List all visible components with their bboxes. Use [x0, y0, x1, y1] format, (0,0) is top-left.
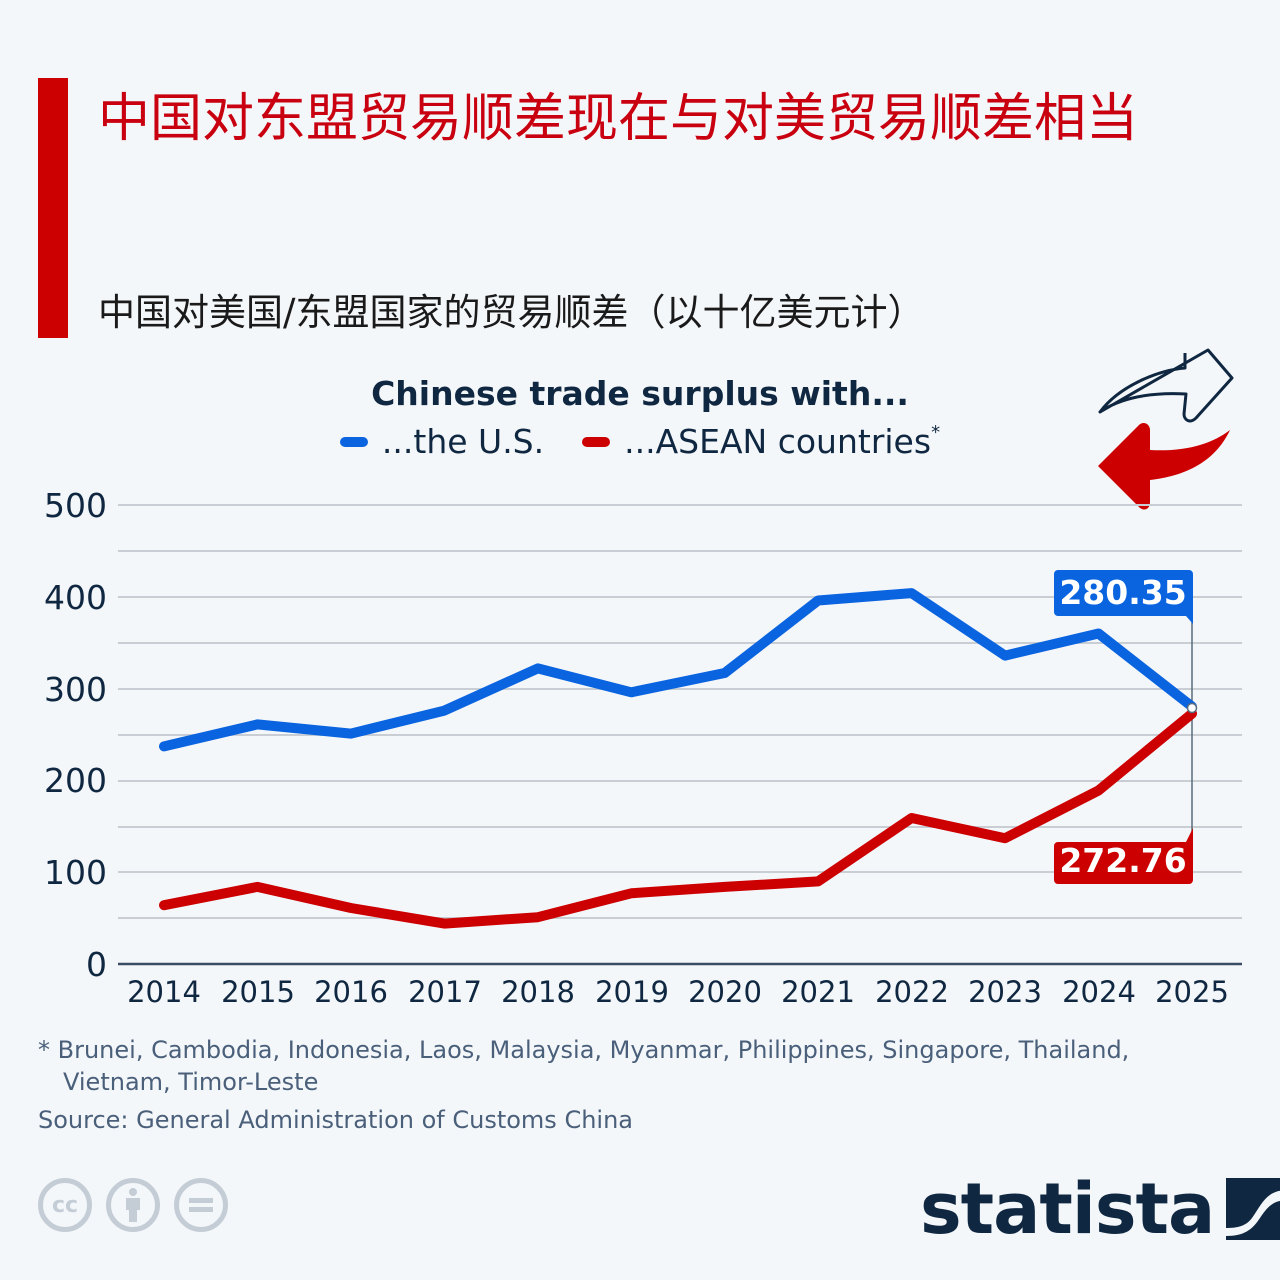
legend-item-us: ...the U.S.: [339, 422, 545, 461]
x-tick: 2020: [688, 975, 762, 1009]
callout-us-value: 280.35: [1059, 573, 1186, 612]
y-axis-labels: 0 100 200 300 400 500: [44, 486, 107, 984]
cc-icon[interactable]: cc: [38, 1178, 92, 1232]
x-tick: 2025: [1155, 975, 1229, 1009]
series-line-us: [159, 588, 1197, 752]
accent-bar: [38, 78, 68, 338]
page-subtitle: 中国对美国/东盟国家的贸易顺差（以十亿美元计）: [98, 291, 925, 334]
y-tick-0: 0: [86, 945, 107, 984]
footnote-line-2: Vietnam, Timor-Leste: [63, 1068, 319, 1096]
trade-arrows-icon: [1098, 348, 1234, 510]
legend-swatch-us: [339, 436, 368, 447]
footnote: * Brunei, Cambodia, Indonesia, Laos, Mal…: [38, 1034, 1178, 1098]
y-tick-500: 500: [44, 486, 107, 525]
legend-swatch-asean: [582, 436, 611, 447]
legend-label-asean: ...ASEAN countries*: [624, 422, 941, 461]
cc-label: cc: [51, 1192, 79, 1218]
callout-us: 280.35: [1054, 570, 1193, 624]
x-tick: 2023: [968, 975, 1042, 1009]
y-tick-300: 300: [44, 670, 107, 709]
series-line-asean: [159, 708, 1197, 929]
x-axis-labels: 2014 2015 2016 2017 2018 2019 2020 2021 …: [127, 975, 1229, 1009]
endpoint-marker: [1186, 702, 1198, 714]
chart-legend: ...the U.S. ...ASEAN countries*: [0, 422, 1280, 461]
y-tick-100: 100: [44, 853, 107, 892]
x-tick: 2019: [595, 975, 669, 1009]
x-tick: 2015: [221, 975, 295, 1009]
statista-mark-icon: [1226, 1178, 1280, 1240]
callout-asean: 272.76: [1054, 828, 1193, 884]
source-text: Source: General Administration of Custom…: [38, 1106, 633, 1134]
legend-item-asean: ...ASEAN countries*: [582, 422, 940, 461]
attribution-icon[interactable]: [106, 1178, 160, 1232]
x-tick: 2017: [408, 975, 482, 1009]
callout-asean-value: 272.76: [1059, 841, 1186, 880]
y-tick-400: 400: [44, 578, 107, 617]
y-tick-200: 200: [44, 761, 107, 800]
x-tick: 2022: [875, 975, 949, 1009]
chart-title: Chinese trade surplus with...: [371, 374, 909, 413]
license-icons: cc: [38, 1178, 228, 1232]
legend-label-us: ...the U.S.: [381, 422, 545, 461]
x-tick: 2016: [314, 975, 388, 1009]
footnote-line-1: * Brunei, Cambodia, Indonesia, Laos, Mal…: [38, 1036, 1130, 1064]
x-tick: 2024: [1062, 975, 1136, 1009]
page-title: 中国对东盟贸易顺差现在与对美贸易顺差相当: [98, 89, 1139, 149]
no-derivatives-icon[interactable]: [174, 1178, 228, 1232]
statista-logo[interactable]: statista: [920, 1174, 1280, 1244]
x-tick: 2018: [501, 975, 575, 1009]
brand-wordmark: statista: [920, 1168, 1215, 1250]
x-tick: 2021: [781, 975, 855, 1009]
gridlines: [118, 504, 1242, 919]
x-tick: 2014: [127, 975, 201, 1009]
